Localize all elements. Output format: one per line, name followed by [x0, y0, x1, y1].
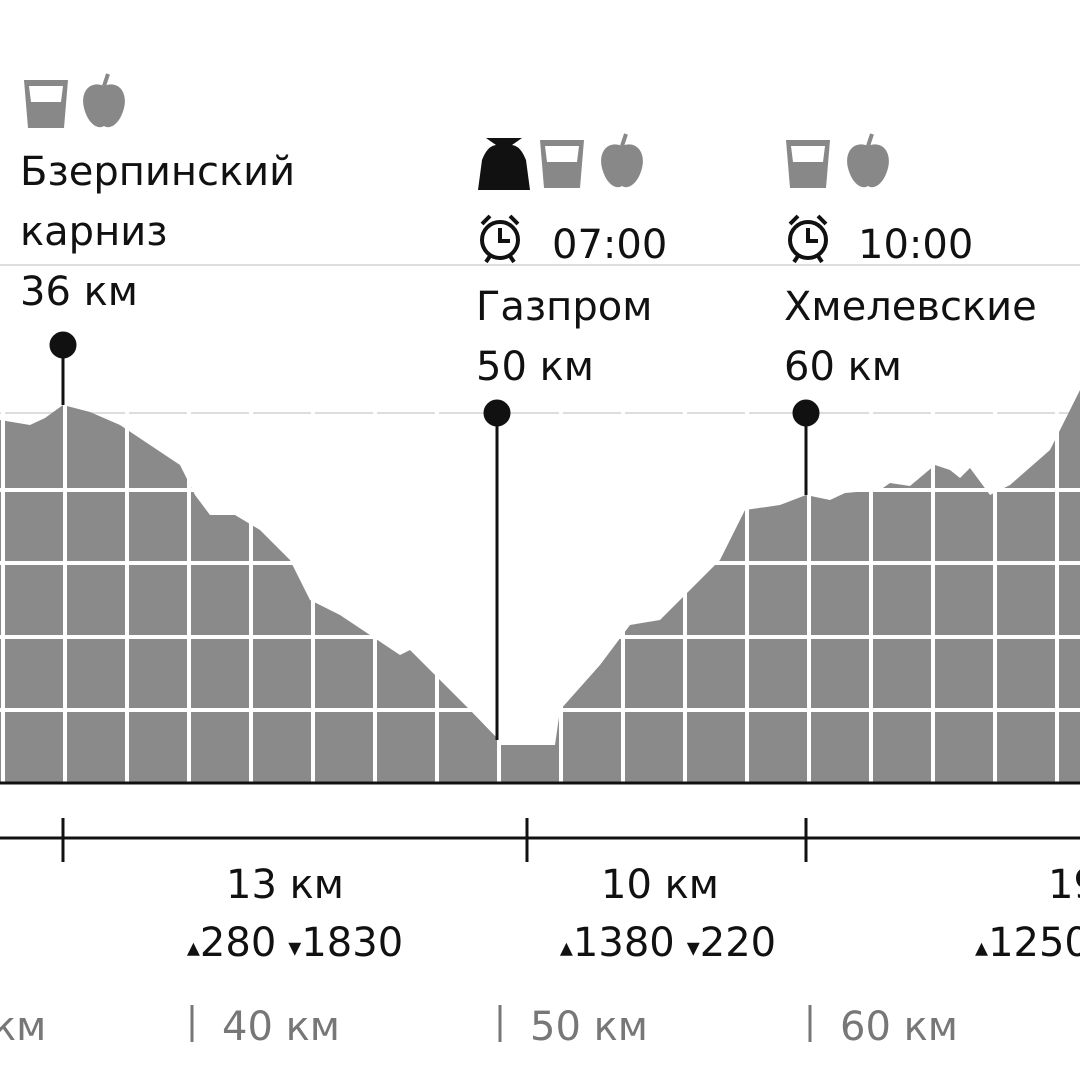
checkpoint-time: 10:00 [858, 222, 973, 268]
segment-distance: 19 [1048, 862, 1080, 908]
icons [24, 72, 891, 264]
ascent: 280 [200, 920, 276, 966]
checkpoint-name: Бзерпинский [20, 149, 295, 195]
segment-distance: 10 км [601, 862, 719, 908]
km-label: 50 км [530, 1004, 648, 1050]
segment-axis [0, 818, 1080, 862]
segment-distance: 13 км [226, 862, 344, 908]
checkpoint-name: карниз [20, 209, 167, 255]
checkpoint-name: Хмелевские [784, 284, 1037, 330]
checkpoint-distance: 50 км [476, 344, 594, 390]
descent: 1830 [301, 920, 403, 966]
checkpoint-time: 07:00 [552, 222, 667, 268]
ascent: 1380 [573, 920, 675, 966]
km-label: 60 км [840, 1004, 958, 1050]
km-label: км [0, 1004, 46, 1050]
checkpoint-labels: Бзерпинский карниз 36 км 07:00 Газпром 5… [20, 149, 1037, 390]
checkpoint-name: Газпром [476, 284, 652, 330]
descent: 220 [700, 920, 776, 966]
checkpoint-distance: 60 км [784, 344, 902, 390]
km-label: 40 км [222, 1004, 340, 1050]
profile-area [0, 390, 1080, 783]
segment-climb: ▴1380 ▾220 [560, 920, 776, 966]
segment-climb: ▴280 ▾1830 [187, 920, 403, 966]
pins [49, 331, 820, 740]
km-labels: км 40 км 50 км 60 км [0, 1004, 958, 1050]
ascent: 1250 [988, 920, 1080, 966]
segment-climb: ▴1250 [975, 920, 1080, 966]
checkpoint-distance: 36 км [20, 269, 138, 315]
segments: 13 км ▴280▾1830 10 км ▴1380▾220 19 ▴1250 [187, 862, 1080, 966]
grid-overlay [0, 380, 1080, 783]
